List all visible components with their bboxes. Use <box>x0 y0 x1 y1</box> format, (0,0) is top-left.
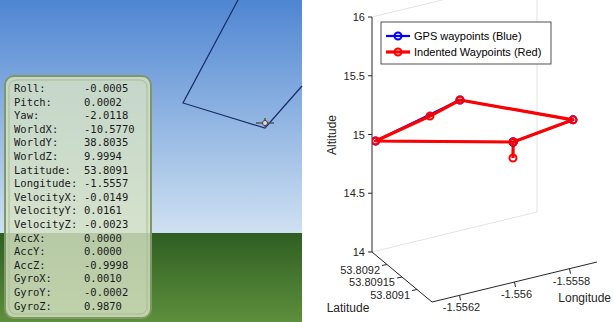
telemetry-label: GyroY: <box>14 286 52 298</box>
telemetry-value: 0.0000 <box>84 232 122 244</box>
telemetry-label: Latitude: <box>14 164 71 176</box>
legend-label: GPS waypoints (Blue) <box>414 30 522 42</box>
point-marker <box>372 138 379 145</box>
telemetry-label: GyroZ: <box>14 300 52 312</box>
telemetry-value: -1.5557 <box>84 177 128 189</box>
telemetry-value: -0.0005 <box>84 82 128 94</box>
flight-path <box>183 0 302 128</box>
telemetry-label: Longitude: <box>14 177 77 189</box>
box-edge <box>372 0 537 17</box>
point-marker <box>372 138 379 145</box>
telemetry-value: -0.9998 <box>84 259 128 271</box>
telemetry-label: GyroX: <box>14 272 52 284</box>
point-marker <box>570 116 577 123</box>
series-line <box>376 100 573 158</box>
telemetry-value: -2.0118 <box>84 109 128 121</box>
point-marker <box>426 113 433 120</box>
z-tick <box>368 193 372 194</box>
series-line <box>376 100 573 142</box>
legend-label: Indented Waypoints (Red) <box>414 46 541 58</box>
box-edge <box>372 212 537 252</box>
telemetry-label: VelocityX: <box>14 191 77 203</box>
telemetry-value: 0.0161 <box>84 204 122 216</box>
telemetry-label: Yaw: <box>14 109 39 121</box>
legend-marker <box>395 33 402 40</box>
x-tick-label: 53.8092 <box>340 264 380 276</box>
telemetry-value: 0.0002 <box>84 96 122 108</box>
point-marker <box>509 155 516 162</box>
telemetry-label: AccX: <box>14 232 46 244</box>
point-marker <box>456 97 463 104</box>
telemetry-value: -0.0023 <box>84 218 128 230</box>
y-tick-label: -1.556 <box>501 288 532 300</box>
telemetry-label: WorldY: <box>14 136 58 148</box>
legend-line <box>386 35 410 37</box>
z-tick <box>368 75 372 76</box>
telemetry-label: WorldX: <box>14 123 58 135</box>
telemetry-label: AccY: <box>14 245 46 257</box>
data-marks <box>372 97 576 162</box>
y-tick <box>570 269 571 274</box>
point-marker <box>570 116 577 123</box>
telemetry-label: VelocityY: <box>14 204 77 216</box>
telemetry-label: Pitch: <box>14 96 52 108</box>
y-tick-label: -1.5558 <box>553 275 590 287</box>
telemetry-value: 0.0010 <box>84 272 122 284</box>
telemetry-value: 53.8091 <box>84 164 128 176</box>
telemetry-value: -0.0002 <box>84 286 128 298</box>
y-tick <box>515 282 516 287</box>
z-tick <box>368 17 372 18</box>
drone-icon <box>256 118 274 128</box>
point-marker <box>510 139 517 146</box>
chart: 14 14.5 15 15.5 16 53.809153.8091553.8092 -1.5… <box>325 0 611 315</box>
x-tick-label: 53.80915 <box>349 276 395 288</box>
telemetry-value: 0.0000 <box>84 245 122 257</box>
telemetry-label: VelocityZ: <box>14 218 77 230</box>
x-tick <box>382 265 387 266</box>
point-marker <box>456 97 463 104</box>
telemetry-value: 9.9994 <box>84 150 122 162</box>
z-tick-label: 15 <box>353 129 365 141</box>
y-tick <box>460 295 461 300</box>
z-tick <box>368 134 372 135</box>
drone-body <box>263 121 268 126</box>
point-marker <box>510 139 517 146</box>
telemetry-label: AccZ: <box>14 259 46 271</box>
z-tick-label: 16 <box>353 11 365 23</box>
telemetry-panel <box>5 76 151 318</box>
telemetry-panel-inner <box>9 80 147 314</box>
legend: GPS waypoints (Blue) Indented Waypoints (… <box>381 22 551 64</box>
telemetry-label: WorldZ: <box>14 150 58 162</box>
x-tick <box>397 277 402 278</box>
page: Roll: -0.0005 Pitch: 0.0002 Yaw: -2.0118 World… <box>0 0 614 322</box>
z-tick-label: 14 <box>353 246 365 258</box>
z-tick-label: 15.5 <box>344 70 365 82</box>
z-axis-label: Altitude <box>325 115 339 155</box>
y-tick-label: -1.5562 <box>443 301 480 313</box>
telemetry-value: -10.5770 <box>84 123 135 135</box>
x-axis-label: Latitude <box>327 301 370 315</box>
z-tick-label: 14.5 <box>344 187 365 199</box>
telemetry-value: 38.8035 <box>84 136 128 148</box>
legend-marker <box>395 49 402 56</box>
z-tick <box>368 252 372 253</box>
telemetry-label: Roll: <box>14 82 46 94</box>
point-marker <box>510 139 517 146</box>
point-marker <box>510 139 517 146</box>
x-tick-label: 53.8091 <box>370 289 410 301</box>
legend-box <box>381 22 551 64</box>
legend-line <box>386 50 410 53</box>
y-axis-label: Longitude <box>558 291 611 305</box>
telemetry-value: -0.0149 <box>84 191 128 203</box>
x-tick <box>412 290 417 291</box>
telemetry-value: 0.9870 <box>84 300 122 312</box>
